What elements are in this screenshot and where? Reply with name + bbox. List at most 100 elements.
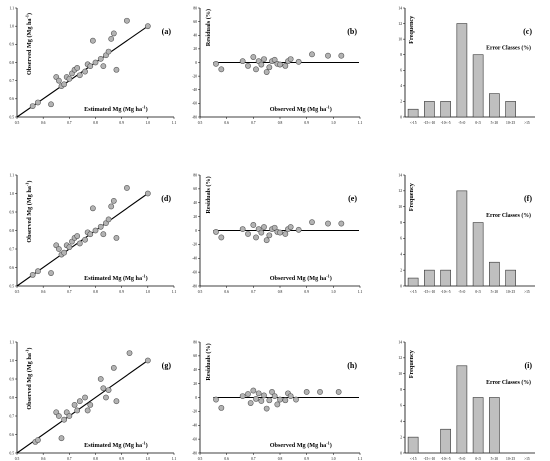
x-tick-label: 0.9 — [304, 121, 309, 125]
category-label: 0<5 — [475, 121, 481, 125]
y-tick-label: -40 — [192, 88, 197, 92]
data-point — [335, 389, 342, 395]
y-tick-label: 12 — [398, 22, 402, 26]
y-tick-label: 2 — [400, 268, 402, 272]
bar — [407, 436, 419, 454]
y-tick-label: 10 — [398, 372, 402, 376]
data-point — [71, 401, 78, 408]
data-point — [287, 393, 294, 400]
data-point — [245, 231, 251, 237]
y-tick-label: 4 — [400, 420, 402, 424]
panel-label: (h) — [347, 361, 357, 370]
data-point — [263, 405, 270, 412]
data-point — [144, 357, 151, 364]
bar — [489, 397, 500, 454]
data-point — [271, 224, 278, 231]
data-point — [105, 387, 112, 393]
y-tick-label: 80 — [193, 173, 197, 177]
panel-f: 0 2 4 6 8 10 12 14 <-15 -15<-10 -10<-5 -5<0 0<5 5<10 1… — [398, 173, 535, 294]
data-point — [258, 61, 265, 68]
data-point — [245, 391, 251, 397]
y-tick-label: 14 — [398, 340, 402, 344]
data-point — [338, 220, 345, 227]
bar — [472, 54, 484, 118]
bar — [505, 269, 516, 287]
data-point — [269, 389, 275, 395]
x-tick-label: 0.8 — [278, 457, 283, 461]
y-tick-label: 20 — [193, 382, 197, 386]
data-point — [218, 234, 225, 241]
data-point — [274, 401, 281, 408]
x-tick-label: 0.6 — [41, 457, 46, 461]
panel-d: 0.5 0.6 0.7 0.8 0.9 1.0 1.1 0.5 0.6 0.7 0.8 0.9 1.0 1… — [10, 173, 177, 294]
category-label: >15 — [524, 121, 530, 125]
data-point — [266, 232, 273, 239]
category-label: 10<15 — [506, 121, 515, 125]
y-tick-label: 12 — [398, 356, 402, 360]
data-point — [218, 405, 225, 411]
y-tick-label: 1.0 — [10, 24, 15, 28]
data-point — [144, 23, 151, 30]
data-point — [35, 99, 41, 106]
y-tick-label: -40 — [192, 257, 197, 261]
data-point — [126, 350, 133, 356]
x-tick-label: 1.1 — [358, 457, 363, 461]
panel-label: (c) — [523, 27, 532, 36]
data-point — [303, 389, 310, 395]
data-point — [271, 56, 278, 63]
data-point — [250, 54, 257, 60]
x-tick-label: 0.9 — [119, 290, 124, 294]
data-point — [277, 396, 283, 403]
x-tick-label: 1.0 — [146, 457, 151, 461]
y-tick-label: 1.1 — [10, 173, 15, 177]
data-point — [124, 17, 130, 24]
data-point — [239, 58, 246, 65]
data-point — [87, 401, 94, 408]
panel-label: (f) — [524, 194, 532, 203]
y-tick-label: 0.5 — [10, 115, 15, 119]
data-point — [144, 190, 151, 197]
y-tick-label: 80 — [193, 340, 197, 344]
x-tick-label: 1.1 — [172, 290, 177, 294]
y-tick-label: 6 — [400, 404, 402, 408]
x-tick-label: 0.8 — [278, 290, 283, 294]
data-point — [110, 30, 117, 37]
x-axis-label: Error Classes (%) — [486, 379, 531, 386]
data-point — [89, 205, 96, 212]
y-tick-label: 20 — [193, 47, 197, 51]
x-axis-label: Observed Mg (Mg ha-1) — [270, 105, 332, 114]
category-label: 5<10 — [491, 457, 499, 461]
x-axis-label: Estimated Mg (Mg ha-1) — [84, 105, 147, 114]
x-tick-label: 1.0 — [146, 290, 151, 294]
data-point — [108, 35, 115, 42]
y-axis-label: Observed Mg (Mg ha-1) — [25, 348, 34, 410]
data-point — [213, 60, 219, 67]
bar — [472, 222, 484, 287]
category-label: -10<-5 — [441, 121, 451, 125]
data-point — [110, 364, 117, 371]
bar — [407, 108, 419, 118]
y-tick-label: 14 — [398, 173, 402, 177]
x-tick-label: 0.5 — [15, 121, 20, 125]
y-tick-label: 0.6 — [10, 266, 15, 270]
y-tick-label: -80 — [192, 451, 197, 455]
data-point — [76, 240, 83, 247]
y-axis-label: Residuals (%) — [205, 176, 212, 213]
y-tick-label: 0.6 — [10, 433, 15, 437]
data-point — [258, 398, 265, 404]
panel-i: 0 2 4 6 8 10 12 14 <-15 -15<-10 -10<-5 -5<0 0<5 5<10 1… — [398, 340, 535, 461]
x-tick-label: 1.1 — [172, 121, 177, 125]
panel-label: (i) — [524, 361, 532, 370]
category-label: -5<0 — [458, 457, 465, 461]
y-tick-label: 40 — [193, 368, 197, 372]
y-tick-label: -20 — [192, 243, 197, 247]
data-point — [277, 61, 283, 68]
data-point — [263, 237, 270, 244]
y-tick-label: 4 — [400, 253, 402, 257]
category-label: -15<-10 — [424, 457, 436, 461]
x-tick-label: 0.7 — [251, 121, 256, 125]
category-label: <-15 — [410, 457, 417, 461]
y-tick-label: 60 — [193, 20, 197, 24]
panel-label: (a) — [162, 27, 172, 36]
x-tick-label: 0.5 — [15, 457, 20, 461]
